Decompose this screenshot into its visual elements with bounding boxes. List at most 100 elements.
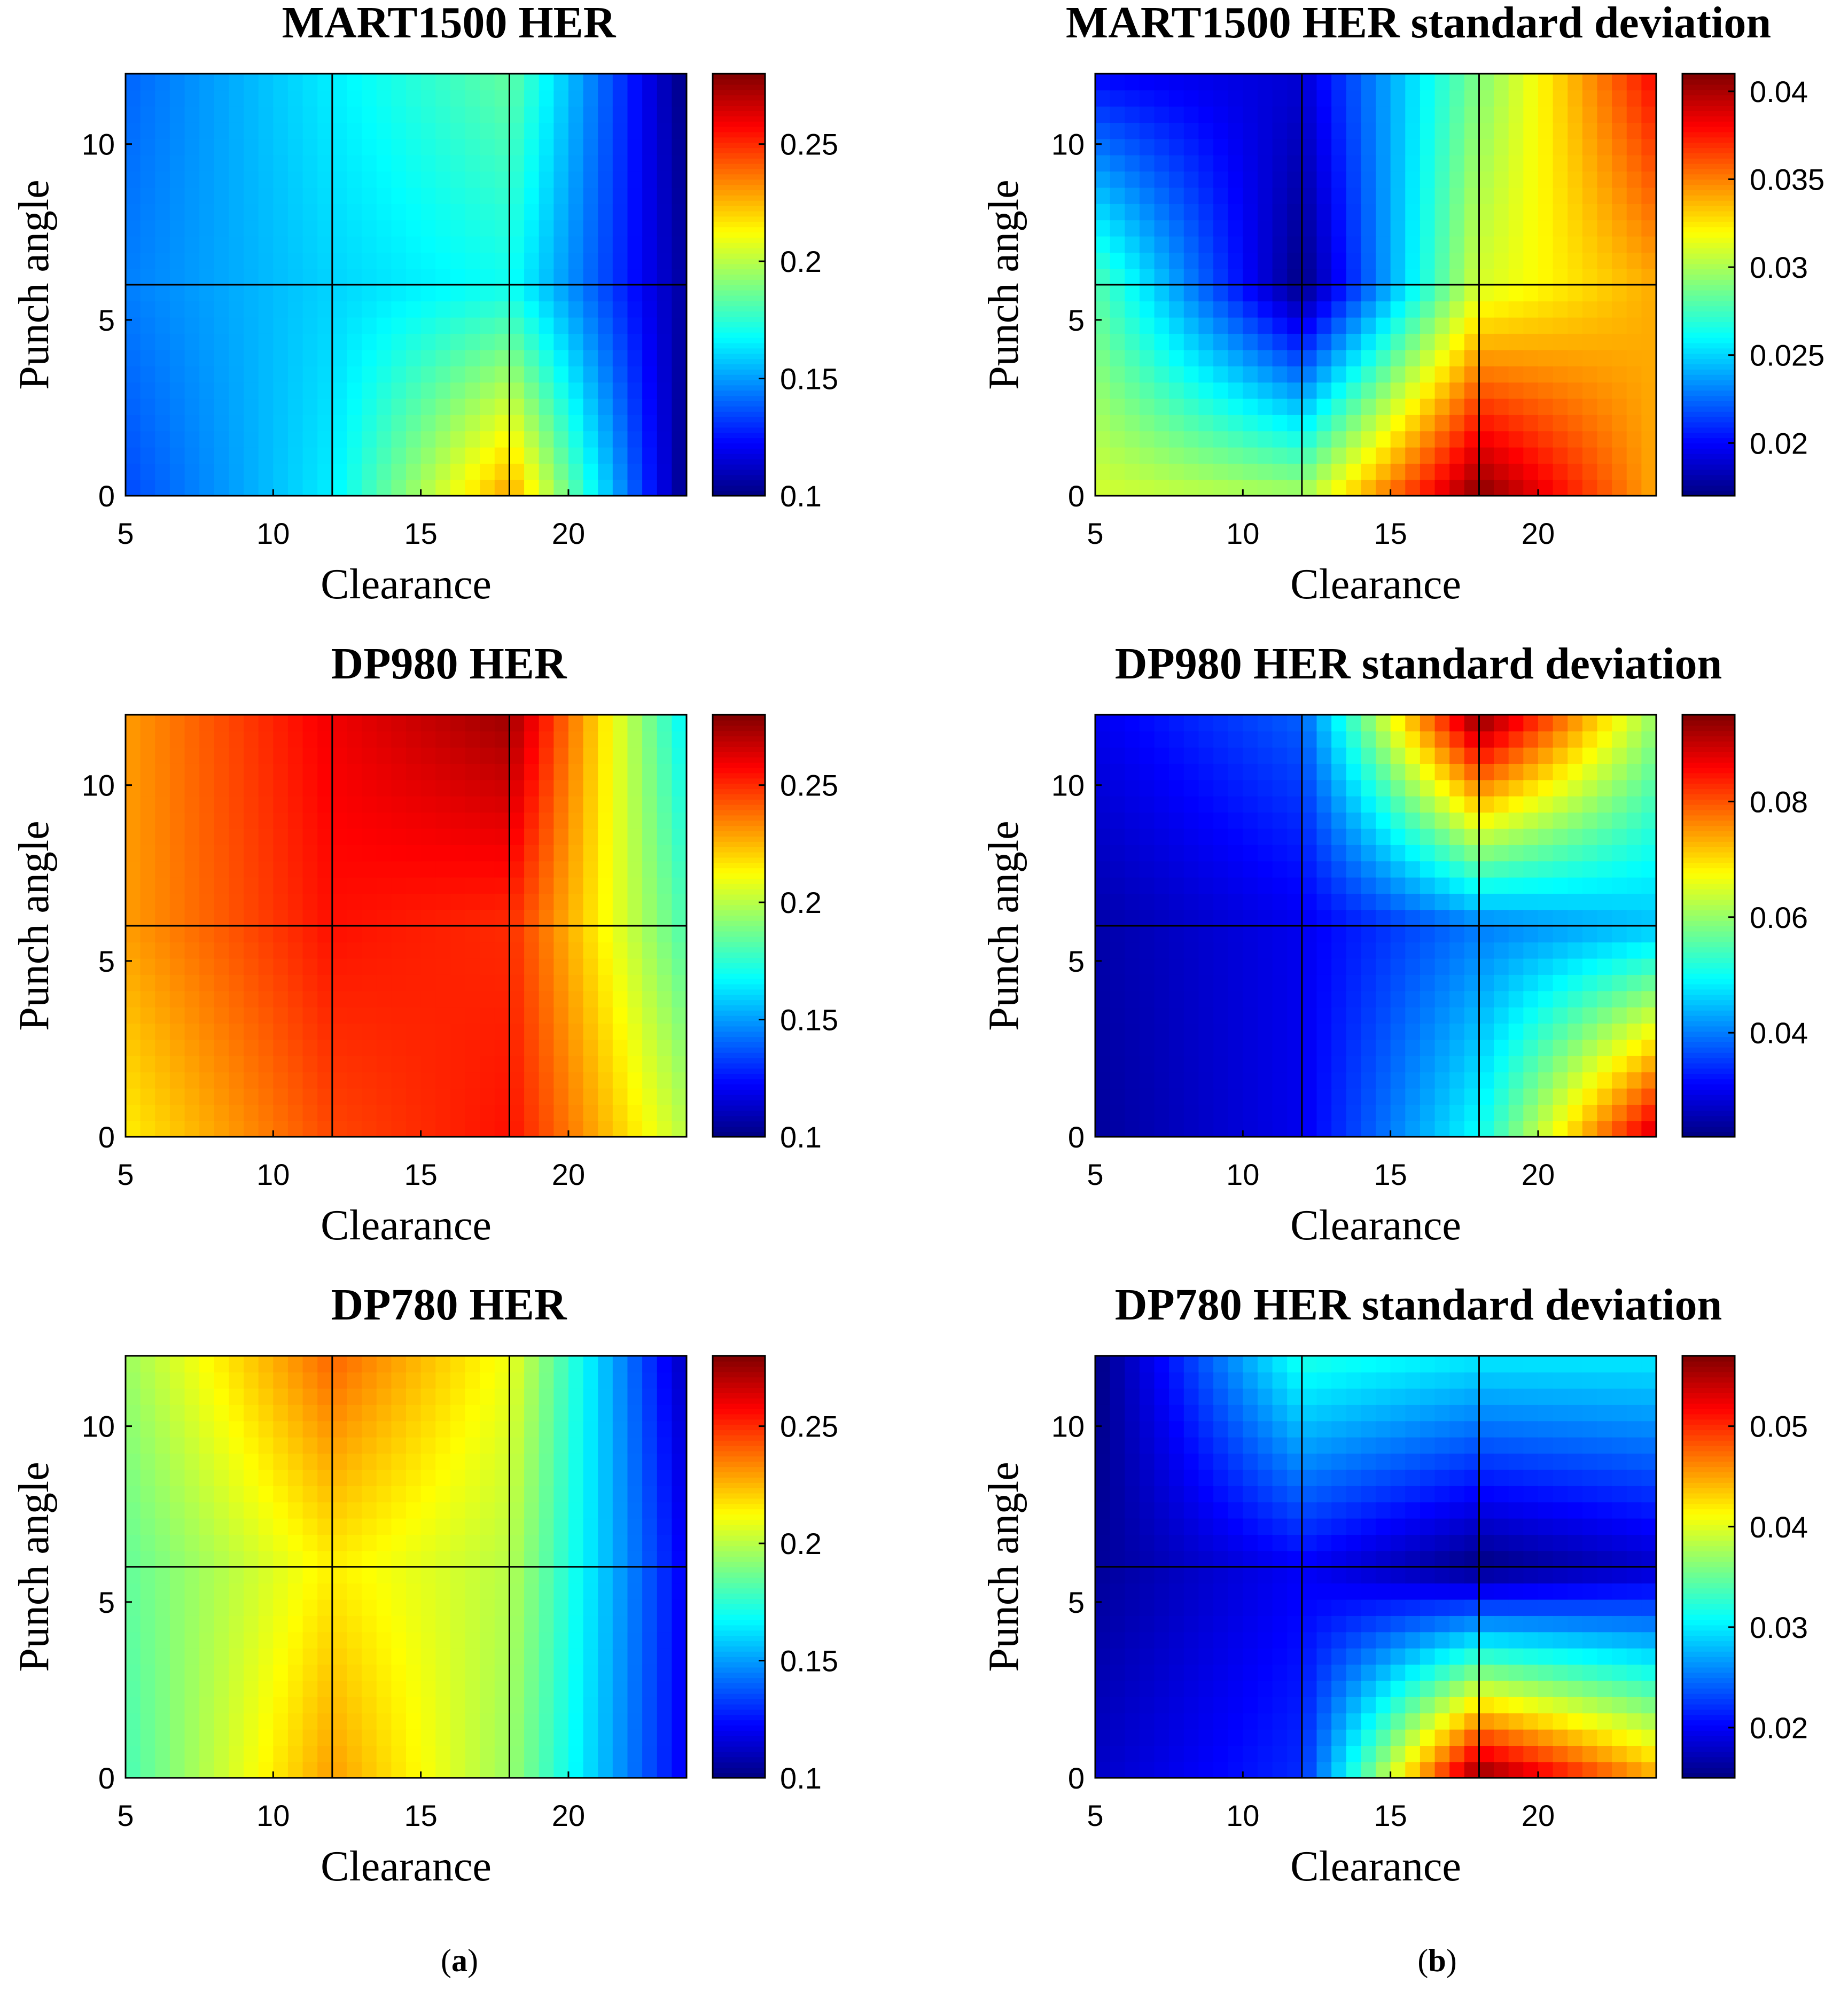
- heatmap-cell: [1154, 795, 1169, 813]
- heatmap-cell: [1272, 1023, 1288, 1040]
- heatmap-cell: [1612, 715, 1627, 732]
- colorbar-swatch: [713, 89, 765, 96]
- colorbar-swatch: [1682, 411, 1735, 417]
- heatmap-cell: [1213, 463, 1229, 480]
- heatmap-cell: [627, 1104, 643, 1121]
- heatmap-cell: [244, 1729, 259, 1746]
- heatmap-cell: [199, 926, 215, 943]
- heatmap-cell: [214, 845, 230, 862]
- heatmap-cell: [657, 877, 673, 894]
- heatmap-cell: [302, 1023, 318, 1040]
- heatmap-cell: [332, 1550, 348, 1567]
- heatmap-cell: [1213, 779, 1229, 797]
- heatmap-cell: [1390, 828, 1406, 845]
- heatmap-cell: [1582, 974, 1598, 991]
- heatmap-cell: [347, 74, 362, 91]
- heatmap-cell: [1125, 204, 1140, 221]
- heatmap-cell: [1626, 317, 1642, 334]
- heatmap-cell: [1449, 285, 1465, 302]
- heatmap-cell: [199, 431, 215, 448]
- heatmap-cell: [347, 349, 362, 366]
- heatmap-cell: [672, 106, 687, 123]
- heatmap-cell: [1346, 1120, 1362, 1137]
- heatmap-cell: [391, 1534, 407, 1551]
- heatmap-cell: [406, 1680, 422, 1697]
- heatmap-cell: [169, 1534, 185, 1551]
- heatmap-cell: [1494, 317, 1509, 334]
- colorbar-swatch: [1682, 873, 1735, 879]
- heatmap-cell: [1464, 1120, 1480, 1137]
- heatmap-cell: [1626, 909, 1642, 926]
- heatmap-cell: [553, 90, 569, 107]
- heatmap-cell: [1568, 1039, 1583, 1056]
- heatmap-cell: [258, 171, 274, 188]
- heatmap-cell: [1272, 301, 1288, 318]
- heatmap-cell: [568, 1088, 584, 1105]
- heatmap-cell: [332, 845, 348, 862]
- colorbar-swatch: [713, 915, 765, 921]
- heatmap-cell: [1301, 301, 1317, 318]
- colorbar-swatch: [1682, 485, 1735, 491]
- heatmap-cell: [1390, 122, 1406, 139]
- heatmap-cell: [420, 349, 436, 366]
- heatmap-cell: [1139, 1088, 1155, 1105]
- heatmap-cell: [1523, 845, 1539, 862]
- colorbar-swatch: [1682, 337, 1735, 343]
- heatmap-cell: [1568, 365, 1583, 383]
- heatmap-cell: [1553, 845, 1569, 862]
- heatmap-cell: [627, 1550, 643, 1567]
- heatmap-cell: [1183, 171, 1199, 188]
- heatmap-cell: [1213, 1006, 1229, 1024]
- heatmap-cell: [244, 252, 259, 269]
- colorbar-swatch: [713, 474, 765, 481]
- heatmap-cell: [1316, 415, 1332, 432]
- heatmap-cell: [1228, 1120, 1244, 1137]
- heatmap-cell: [1361, 1056, 1376, 1073]
- colorbar-swatch: [713, 337, 765, 343]
- heatmap-cell: [1494, 398, 1509, 415]
- heatmap-cell: [287, 715, 303, 732]
- heatmap-cell: [1612, 220, 1627, 237]
- heatmap-cell: [1301, 1104, 1317, 1121]
- colorbar-swatch: [713, 862, 765, 869]
- heatmap-cell: [1612, 1023, 1627, 1040]
- heatmap-cell: [1641, 812, 1657, 829]
- heatmap-cell: [155, 1648, 170, 1665]
- heatmap-cell: [672, 974, 687, 991]
- heatmap-cell: [140, 1631, 156, 1649]
- heatmap-cell: [229, 122, 244, 139]
- heatmap-cell: [509, 431, 525, 448]
- heatmap-cell: [598, 171, 613, 188]
- heatmap-cell: [1287, 1056, 1303, 1073]
- colorbar-swatch: [713, 105, 765, 111]
- colorbar-swatch: [1682, 1036, 1735, 1043]
- heatmap-cell: [1110, 365, 1126, 383]
- heatmap-cell: [1420, 382, 1436, 399]
- heatmap-cell: [1376, 893, 1391, 910]
- heatmap-cell: [1641, 317, 1657, 334]
- heatmap-cell: [302, 268, 318, 285]
- heatmap-cell: [1110, 301, 1126, 318]
- colorbar-swatch: [1682, 846, 1735, 853]
- heatmap-cell: [509, 187, 525, 204]
- heatmap-cell: [553, 1615, 569, 1633]
- heatmap-cell: [1257, 349, 1273, 366]
- heatmap-cell: [1331, 106, 1347, 123]
- heatmap-cell: [347, 1599, 362, 1616]
- heatmap-cell: [1272, 138, 1288, 155]
- heatmap-cell: [598, 236, 613, 253]
- heatmap-cell: [568, 398, 584, 415]
- heatmap-cell: [1125, 861, 1140, 878]
- heatmap-cell: [420, 1599, 436, 1616]
- heatmap-cell: [1257, 285, 1273, 302]
- heatmap-cell: [1169, 1104, 1184, 1121]
- heatmap-cell: [258, 431, 274, 448]
- heatmap-cell: [376, 463, 392, 480]
- heatmap-cell: [317, 731, 333, 748]
- heatmap-cell: [376, 479, 392, 496]
- heatmap-cell: [1626, 463, 1642, 480]
- heatmap-cell: [1095, 268, 1111, 285]
- heatmap-cell: [317, 877, 333, 894]
- heatmap-cell: [1538, 382, 1554, 399]
- heatmap-cell: [598, 285, 613, 302]
